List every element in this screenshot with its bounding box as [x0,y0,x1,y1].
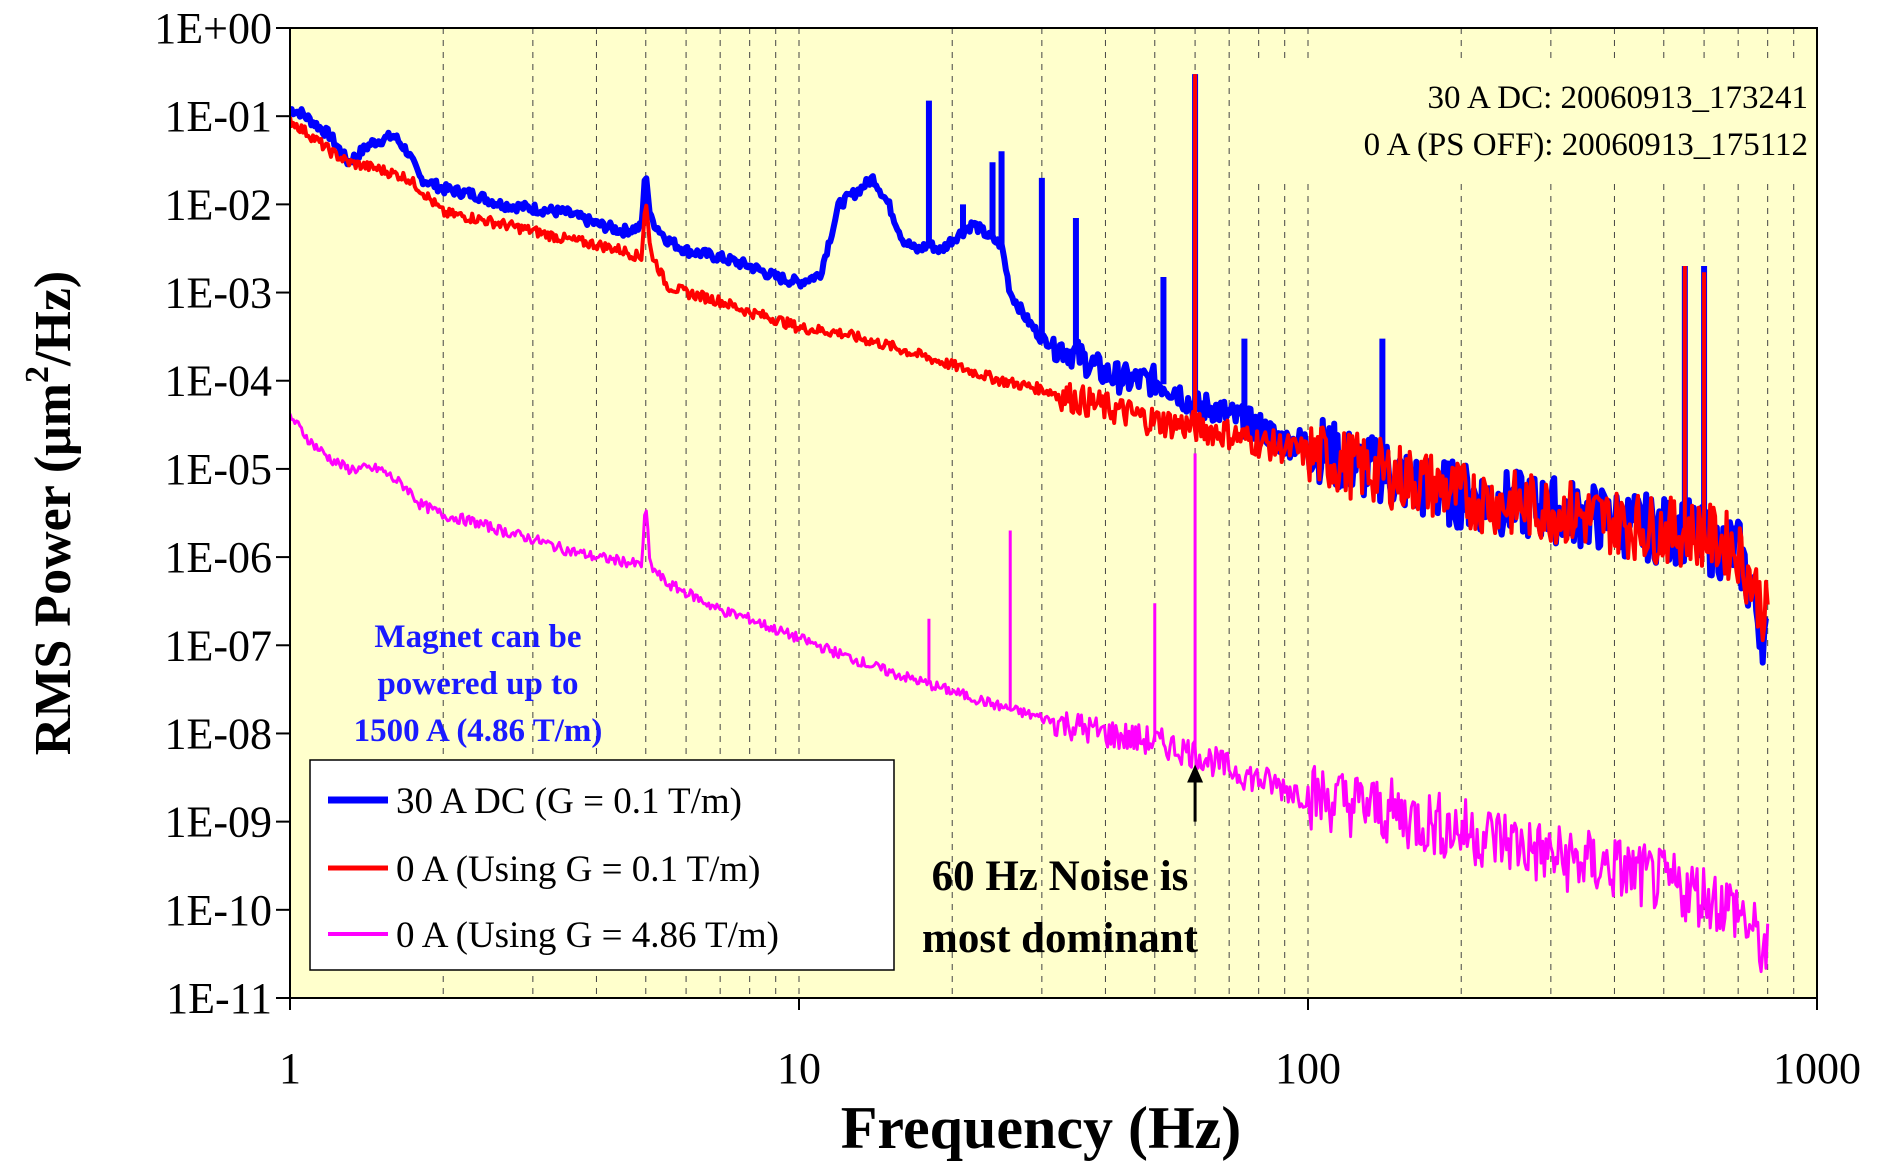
magnet-note-line1: Magnet can be [374,619,581,655]
plot-frame [289,27,1818,999]
legend-label-1: 0 A (Using G = 0.1 T/m) [396,849,761,890]
legend-label-2: 0 A (Using G = 4.86 T/m) [396,915,779,956]
y-tick-label: 1E-10 [164,886,272,935]
x-tick-label: 1 [279,1044,301,1093]
y-tick-label: 1E-03 [164,269,272,318]
series-1 [290,74,1770,643]
magnet-note-line2: powered up to [377,666,578,702]
series-line [290,116,1770,643]
y-tick-label: 1E-02 [164,180,272,229]
y-tick-label: 1E-05 [164,445,272,494]
y-tick-label: 1E-09 [164,798,272,847]
y-axis-ticks: 1E+00 1E-01 1E-02 1E-03 1E-04 1E-05 1E-06 1E-07… [154,4,290,1023]
arrow-head [1187,764,1204,783]
series-2 [290,413,1770,974]
x-tick-label: 10 [777,1044,821,1093]
x-tick-label: 100 [1275,1044,1341,1093]
noise-arrow [1187,764,1204,822]
legend-box [309,759,895,971]
series-line [290,413,1770,974]
y-tick-label: 1E-04 [164,357,272,406]
y-tick-label: 1E-07 [164,621,272,670]
noise-note-line2: most dominant [922,915,1199,962]
x-axis-ticks: 1 10 100 1000 [279,998,1861,1093]
y-tick-label: 1E+00 [154,4,272,53]
run-ids-box [1243,60,1813,180]
y-tick-label: 1E-01 [164,92,272,141]
noise-note-line1: 60 Hz Noise is [932,853,1189,900]
y-axis-title: RMS Power (μm2/Hz) [19,271,82,756]
y-tick-label: 1E-06 [164,533,272,582]
run-ids-line1: 30 A DC: 20060913_173241 [1428,80,1808,116]
x-tick-label: 1000 [1773,1044,1861,1093]
legend-label-0: 30 A DC (G = 0.1 T/m) [396,781,742,822]
legend: 30 A DC (G = 0.1 T/m) 0 A (Using G = 0.1… [309,759,895,971]
x-axis-title: Frequency (Hz) [841,1095,1241,1161]
y-tick-label: 1E-11 [166,974,272,1023]
y-tick-label: 1E-08 [164,709,272,758]
magnet-note-line3: 1500 A (4.86 T/m) [354,713,603,749]
data-series [290,74,1770,974]
run-ids-line2: 0 A (PS OFF): 20060913_175112 [1364,127,1808,163]
series-line [290,106,1770,666]
